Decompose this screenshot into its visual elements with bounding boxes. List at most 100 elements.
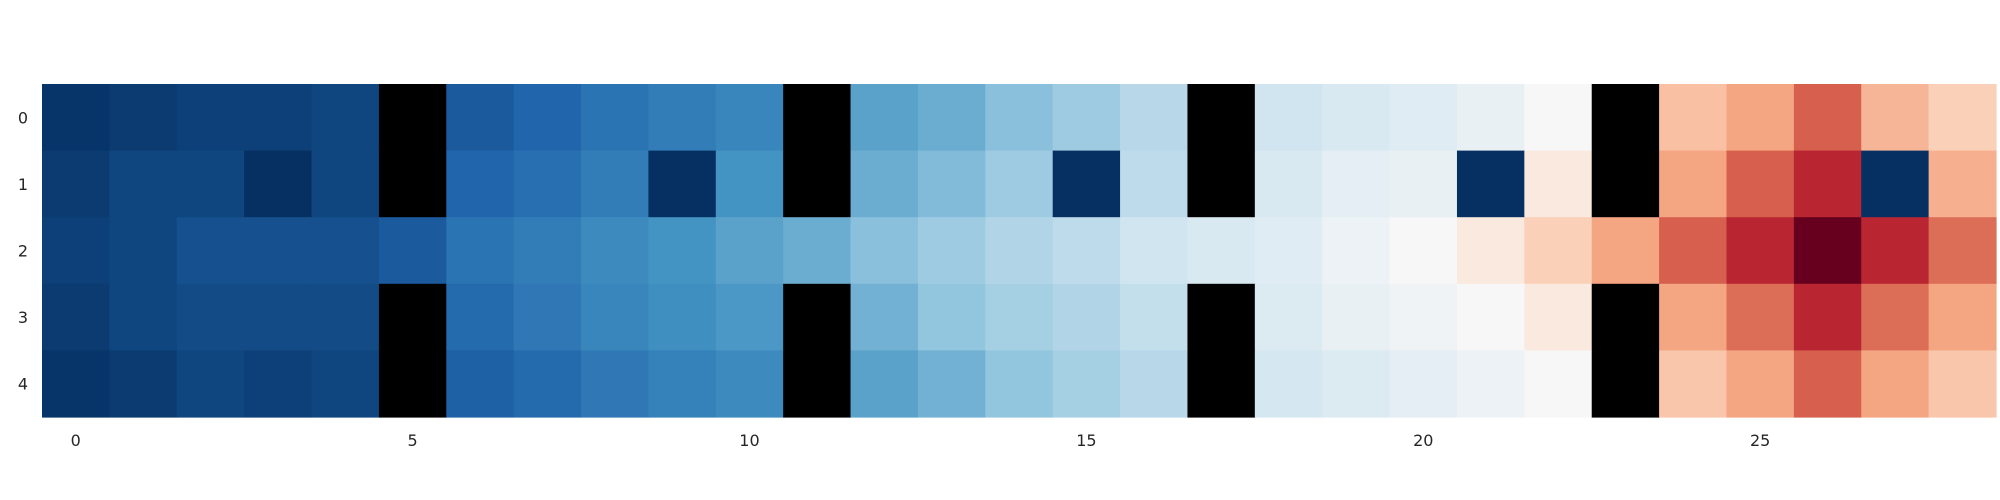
- x-tick-label: 10: [739, 431, 759, 450]
- heatmap-cell-r1-c25: [1726, 150, 1795, 218]
- heatmap-cell-r0-c25: [1726, 84, 1795, 152]
- heatmap-cell-r1-c13: [917, 150, 986, 218]
- heatmap-cell-r1-c14: [985, 150, 1054, 218]
- heatmap-cell-r2-c20: [1389, 217, 1458, 285]
- heatmap-cell-r2-c17: [1187, 217, 1256, 285]
- heatmap-cell-r0-c13: [917, 84, 986, 152]
- heatmap-cell-r3-c8: [581, 283, 650, 351]
- heatmap-cell-r2-c2: [176, 217, 245, 285]
- heatmap-cell-r2-c25: [1726, 217, 1795, 285]
- heatmap-cell-r4-c21: [1456, 350, 1525, 418]
- heatmap-cell-r0-c24: [1659, 84, 1728, 152]
- heatmap-cell-r3-c5: [378, 283, 447, 351]
- heatmap-cell-r3-c9: [648, 283, 717, 351]
- heatmap-cell-r4-c0: [42, 350, 110, 418]
- heatmap-cell-r3-c20: [1389, 283, 1458, 351]
- heatmap-cell-r1-c11: [783, 150, 852, 218]
- heatmap-cell-r0-c0: [42, 84, 110, 152]
- heatmap-cell-r1-c16: [1120, 150, 1189, 218]
- heatmap-cell-r1-c1: [109, 150, 178, 218]
- heatmap-cell-r3-c18: [1254, 283, 1323, 351]
- heatmap-cell-r2-c3: [244, 217, 313, 285]
- heatmap-cell-r1-c22: [1524, 150, 1593, 218]
- heatmap-cell-r0-c3: [244, 84, 313, 152]
- heatmap-cell-r0-c12: [850, 84, 919, 152]
- heatmap-cell-r4-c23: [1591, 350, 1660, 418]
- heatmap-cell-r0-c17: [1187, 84, 1256, 152]
- heatmap-cell-r4-c1: [109, 350, 178, 418]
- heatmap-cell-r2-c22: [1524, 217, 1593, 285]
- heatmap-cell-r1-c2: [176, 150, 245, 218]
- heatmap-cell-r4-c8: [581, 350, 650, 418]
- y-tick-label: 4: [18, 375, 28, 394]
- heatmap-cell-r1-c27: [1861, 150, 1930, 218]
- heatmap-cell-r2-c11: [783, 217, 852, 285]
- heatmap-cell-r2-c7: [513, 217, 582, 285]
- heatmap-cell-r3-c24: [1659, 283, 1728, 351]
- heatmap-cell-r3-c6: [446, 283, 515, 351]
- y-tick-label: 3: [18, 308, 28, 327]
- x-tick-label: 20: [1413, 431, 1433, 450]
- heatmap-cell-r4-c18: [1254, 350, 1323, 418]
- heatmap-cell-r0-c11: [783, 84, 852, 152]
- heatmap-cell-r2-c9: [648, 217, 717, 285]
- heatmap-cell-r3-c27: [1861, 283, 1930, 351]
- heatmap-cell-r1-c21: [1456, 150, 1525, 218]
- y-tick-label: 0: [18, 108, 28, 127]
- heatmap-cell-r0-c16: [1120, 84, 1189, 152]
- heatmap-cell-r3-c26: [1793, 283, 1862, 351]
- heatmap-cell-r3-c25: [1726, 283, 1795, 351]
- heatmap-cell-r1-c8: [581, 150, 650, 218]
- heatmap-cell-r3-c0: [42, 283, 110, 351]
- heatmap-cell-r4-c3: [244, 350, 313, 418]
- heatmap-cell-r4-c9: [648, 350, 717, 418]
- heatmap-cell-r2-c6: [446, 217, 515, 285]
- heatmap-cell-r3-c21: [1456, 283, 1525, 351]
- heatmap-cell-r4-c10: [715, 350, 784, 418]
- heatmap-cell-r0-c28: [1928, 84, 1997, 152]
- heatmap-cell-r4-c13: [917, 350, 986, 418]
- heatmap-cell-r3-c23: [1591, 283, 1660, 351]
- heatmap-cell-r4-c14: [985, 350, 1054, 418]
- x-tick-label: 15: [1076, 431, 1096, 450]
- heatmap-cell-r4-c19: [1322, 350, 1391, 418]
- heatmap-cell-r4-c4: [311, 350, 380, 418]
- heatmap-cell-r1-c7: [513, 150, 582, 218]
- heatmap-cell-r2-c12: [850, 217, 919, 285]
- heatmap-cell-r2-c10: [715, 217, 784, 285]
- heatmap-cell-r0-c15: [1052, 84, 1121, 152]
- heatmap-cell-r3-c19: [1322, 283, 1391, 351]
- heatmap-cell-r0-c6: [446, 84, 515, 152]
- heatmap-cell-r0-c19: [1322, 84, 1391, 152]
- x-tick-label: 5: [407, 431, 417, 450]
- heatmap-cell-r1-c18: [1254, 150, 1323, 218]
- heatmap-cell-r0-c5: [378, 84, 447, 152]
- heatmap-cell-r2-c24: [1659, 217, 1728, 285]
- heatmap-cell-r4-c26: [1793, 350, 1862, 418]
- heatmap-cell-r2-c16: [1120, 217, 1189, 285]
- x-tick-label: 25: [1750, 431, 1770, 450]
- heatmap-cell-r0-c14: [985, 84, 1054, 152]
- heatmap-cell-r0-c18: [1254, 84, 1323, 152]
- heatmap-cell-r1-c4: [311, 150, 380, 218]
- heatmap-cell-r3-c16: [1120, 283, 1189, 351]
- heatmap-cell-r2-c0: [42, 217, 110, 285]
- heatmap-cell-r2-c14: [985, 217, 1054, 285]
- heatmap-cell-r1-c5: [378, 150, 447, 218]
- heatmap-cell-r1-c12: [850, 150, 919, 218]
- heatmap-cell-r0-c20: [1389, 84, 1458, 152]
- heatmap-cell-r2-c4: [311, 217, 380, 285]
- heatmap-cell-r3-c1: [109, 283, 178, 351]
- heatmap-cell-r3-c12: [850, 283, 919, 351]
- heatmap-cell-r1-c10: [715, 150, 784, 218]
- heatmap-cell-r2-c5: [378, 217, 447, 285]
- heatmap-cell-r1-c15: [1052, 150, 1121, 218]
- heatmap-cell-r3-c22: [1524, 283, 1593, 351]
- heatmap-cell-r0-c22: [1524, 84, 1593, 152]
- heatmap-cell-r1-c0: [42, 150, 110, 218]
- heatmap-cell-r2-c27: [1861, 217, 1930, 285]
- heatmap-cells: [42, 84, 1997, 418]
- heatmap-cell-r2-c15: [1052, 217, 1121, 285]
- y-tick-label: 1: [18, 175, 28, 194]
- heatmap-cell-r2-c28: [1928, 217, 1997, 285]
